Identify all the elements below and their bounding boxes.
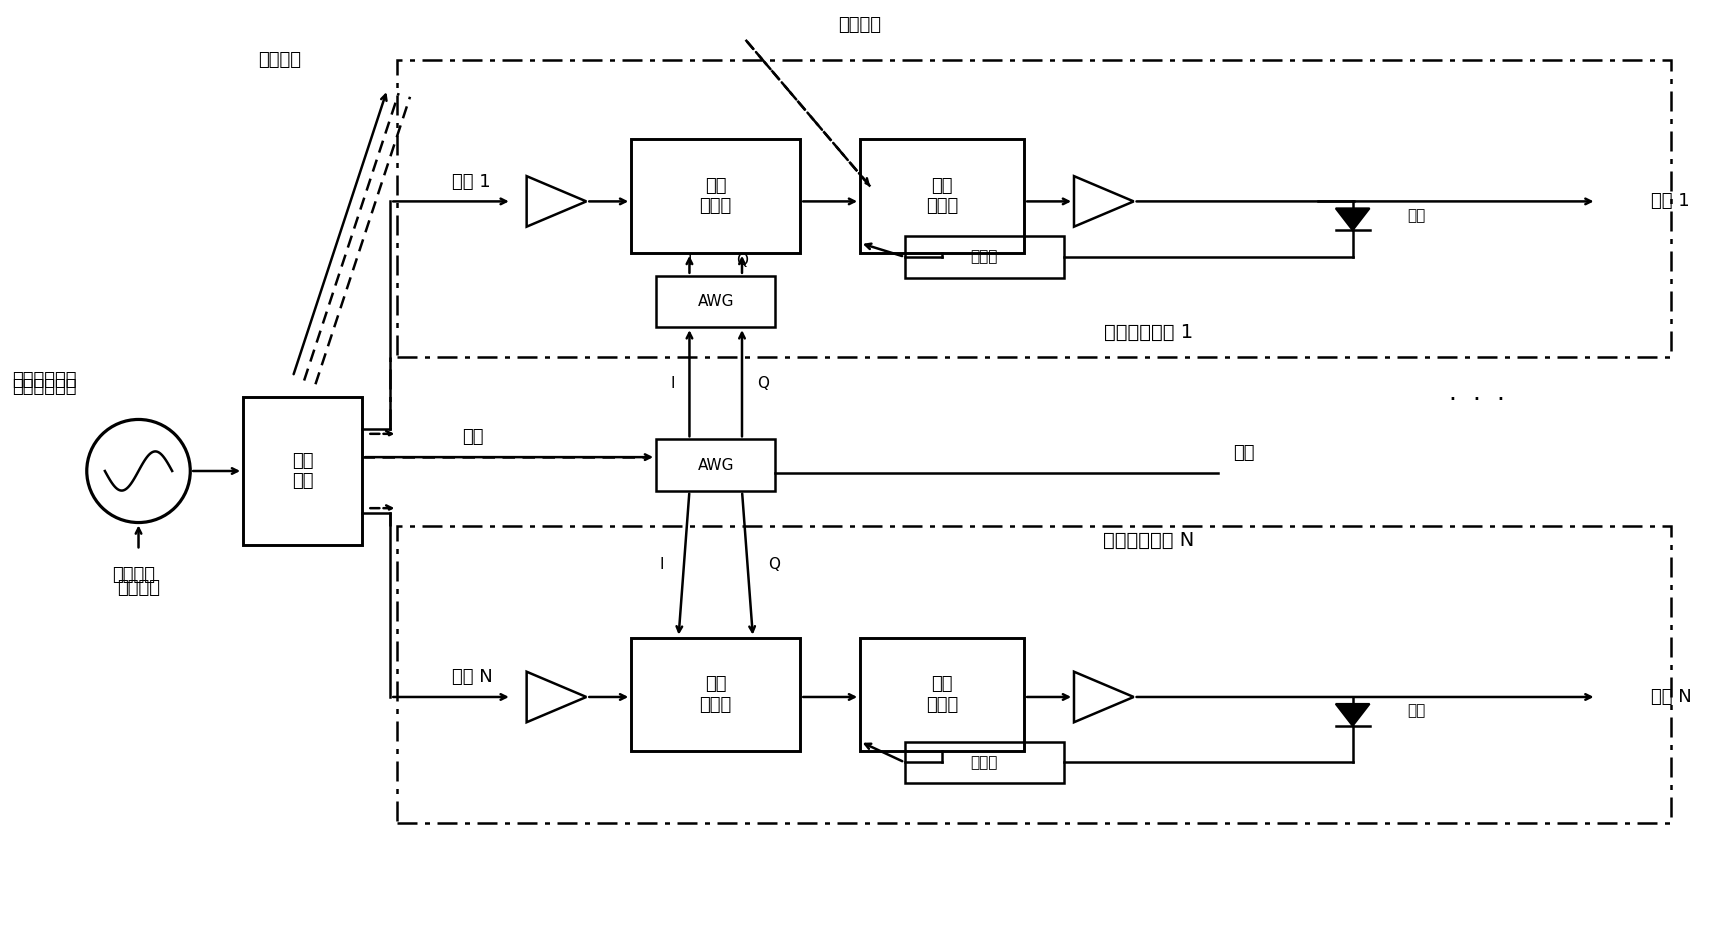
Text: AWG: AWG (697, 294, 734, 309)
Text: 输出 N: 输出 N (1650, 688, 1690, 706)
Text: 同相
功分: 同相 功分 (292, 452, 313, 490)
Text: Q: Q (756, 375, 768, 391)
Bar (631, 637, 799, 752)
Text: 时钟: 时钟 (1232, 444, 1254, 462)
Text: Q: Q (735, 253, 747, 268)
Bar (631, 139, 799, 253)
Bar (398, 525, 1669, 822)
Text: ·  ·  ·: · · · (1448, 388, 1503, 411)
Text: Q: Q (768, 557, 780, 572)
Text: 触发: 触发 (462, 428, 483, 446)
Text: 矢量
调制器: 矢量 调制器 (699, 675, 732, 714)
Bar (860, 637, 1024, 752)
Bar (905, 742, 1064, 783)
Text: 射频 1: 射频 1 (452, 172, 490, 191)
Text: 本振源信号源: 本振源信号源 (12, 377, 76, 396)
Polygon shape (1336, 208, 1368, 231)
Text: 线性
调制器: 线性 调制器 (926, 675, 958, 714)
Text: I: I (687, 253, 692, 268)
Text: I: I (659, 557, 663, 572)
Bar (860, 139, 1024, 253)
Bar (398, 59, 1669, 357)
Text: 稳幅环: 稳幅环 (971, 249, 998, 264)
Text: 时钟输入: 时钟输入 (112, 566, 156, 584)
Text: 本振源信号源: 本振源信号源 (12, 371, 76, 389)
Text: 射频 N: 射频 N (452, 668, 493, 686)
Text: 检波: 检波 (1406, 208, 1426, 223)
Text: 矢量调制通道 1: 矢量调制通道 1 (1104, 323, 1192, 342)
Text: 检波: 检波 (1406, 703, 1426, 718)
Text: 稳幅环: 稳幅环 (971, 755, 998, 770)
Text: 基带相干: 基带相干 (837, 16, 881, 34)
Text: 矢量
调制器: 矢量 调制器 (699, 177, 732, 215)
Text: AWG: AWG (697, 457, 734, 472)
Text: 矢量调制通道 N: 矢量调制通道 N (1102, 531, 1194, 550)
Polygon shape (1336, 704, 1368, 726)
Bar (242, 397, 362, 546)
Text: 时钟输入: 时钟输入 (118, 579, 159, 597)
Text: 射频相干: 射频相干 (258, 51, 301, 69)
Text: 线性
调制器: 线性 调制器 (926, 177, 958, 215)
Bar (905, 236, 1064, 278)
Text: I: I (670, 375, 675, 391)
Text: 输出 1: 输出 1 (1650, 192, 1688, 211)
Bar (656, 439, 775, 491)
Bar (656, 276, 775, 327)
